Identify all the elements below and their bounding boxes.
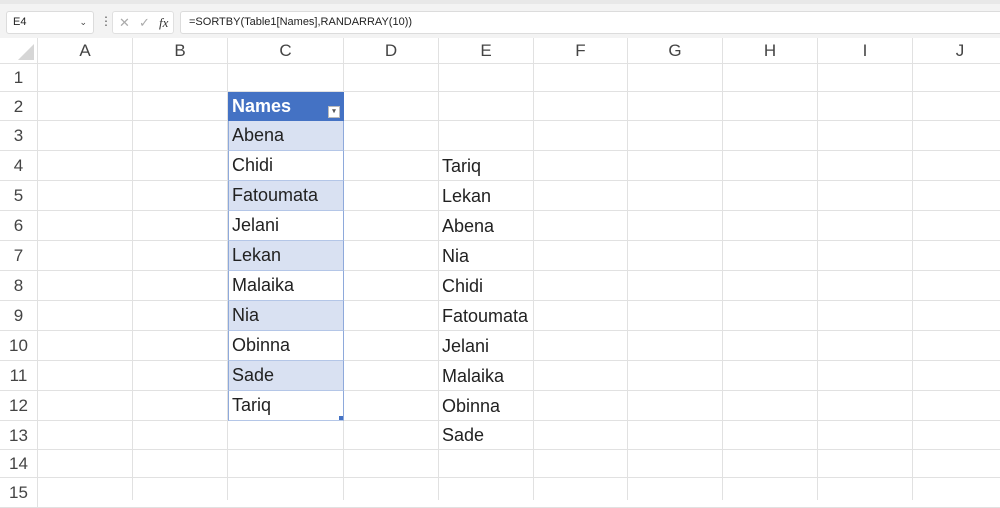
gridline [38,210,1000,211]
formula-bar-area: E4 ⌄ ⋮ ✕ ✓ fx =SORTBY(Table1[Names],RANDA… [0,0,1000,38]
gridline [132,64,133,500]
table-cell[interactable]: Malaika [228,271,344,301]
result-cell[interactable]: Obinna [442,396,501,416]
row-header-15[interactable]: 15 [0,478,38,508]
table-cell[interactable]: Jelani [228,211,344,241]
result-cell[interactable]: Chidi [442,276,484,296]
result-cell[interactable]: Lekan [442,186,492,206]
result-cell[interactable]: Abena [442,216,495,236]
table-resize-handle[interactable] [339,416,343,420]
gridline [722,64,723,500]
table-cell[interactable]: Abena [228,121,344,151]
result-cell[interactable]: Nia [442,246,470,266]
gridline [38,477,1000,478]
row-header-3[interactable]: 3 [0,121,38,151]
result-cell[interactable]: Tariq [442,156,482,176]
row-header-5[interactable]: 5 [0,181,38,211]
select-all-button[interactable] [0,38,38,64]
name-box-value: E4 [13,16,27,28]
cancel-icon[interactable]: ✕ [119,15,130,30]
table-header-names[interactable]: Names ▾ [228,92,344,121]
formula-input[interactable]: =SORTBY(Table1[Names],RANDARRAY(10)) [180,11,1000,34]
spreadsheet-grid[interactable]: A B C D E F G H I J 1 2 3 4 5 6 7 8 9 10 11 12 13 14 15 Names ▾ Abe… [0,38,1000,508]
row-header-9[interactable]: 9 [0,301,38,331]
filter-dropdown-icon[interactable]: ▾ [328,106,340,118]
gridline [38,120,1000,121]
gridline [38,420,1000,421]
result-cell[interactable]: Sade [442,425,485,445]
column-header-E[interactable]: E [439,38,534,64]
gridline [38,150,1000,151]
row-header-2[interactable]: 2 [0,92,38,121]
gridline [38,240,1000,241]
gridline [627,64,628,500]
gridline [38,180,1000,181]
row-header-7[interactable]: 7 [0,241,38,271]
gridline [533,64,534,500]
name-box[interactable]: E4 ⌄ [6,11,94,34]
column-header-F[interactable]: F [534,38,628,64]
column-header-B[interactable]: B [133,38,228,64]
gridline [912,64,913,500]
gridline [438,64,439,500]
table-cell[interactable]: Lekan [228,241,344,271]
row-header-13[interactable]: 13 [0,421,38,450]
table-cell[interactable]: Obinna [228,331,344,361]
gridline [38,449,1000,450]
row-header-10[interactable]: 10 [0,331,38,361]
gridline [227,64,228,500]
gridline [38,91,1000,92]
gridline [38,360,1000,361]
chevron-down-icon[interactable]: ⌄ [79,17,87,27]
row-header-4[interactable]: 4 [0,151,38,181]
column-header-A[interactable]: A [38,38,133,64]
row-header-6[interactable]: 6 [0,211,38,241]
row-header-12[interactable]: 12 [0,391,38,421]
enter-icon[interactable]: ✓ [139,15,150,30]
more-options-icon[interactable]: ⋮ [100,14,112,28]
column-header-H[interactable]: H [723,38,818,64]
row-header-14[interactable]: 14 [0,450,38,478]
column-header-D[interactable]: D [344,38,439,64]
row-header-11[interactable]: 11 [0,361,38,391]
column-header-G[interactable]: G [628,38,723,64]
table-cell[interactable]: Nia [228,301,344,331]
table-cell[interactable]: Fatoumata [228,181,344,211]
row-header-1[interactable]: 1 [0,64,38,92]
result-cell[interactable]: Fatoumata [442,306,529,326]
insert-function-icon[interactable]: fx [159,15,169,30]
table-cell[interactable]: Tariq [228,391,344,421]
result-cell[interactable]: Jelani [442,336,490,356]
gridline [38,390,1000,391]
table-header-label: Names [232,96,292,116]
column-header-J[interactable]: J [913,38,1000,64]
result-cell[interactable]: Malaika [442,366,505,386]
gridline [38,270,1000,271]
column-header-I[interactable]: I [818,38,913,64]
row-header-8[interactable]: 8 [0,271,38,301]
gridline [817,64,818,500]
table-cell[interactable]: Chidi [228,151,344,181]
gridline [38,300,1000,301]
formula-buttons: ✕ ✓ fx [112,11,174,34]
column-header-C[interactable]: C [228,38,344,64]
gridline [38,330,1000,331]
table-cell[interactable]: Sade [228,361,344,391]
